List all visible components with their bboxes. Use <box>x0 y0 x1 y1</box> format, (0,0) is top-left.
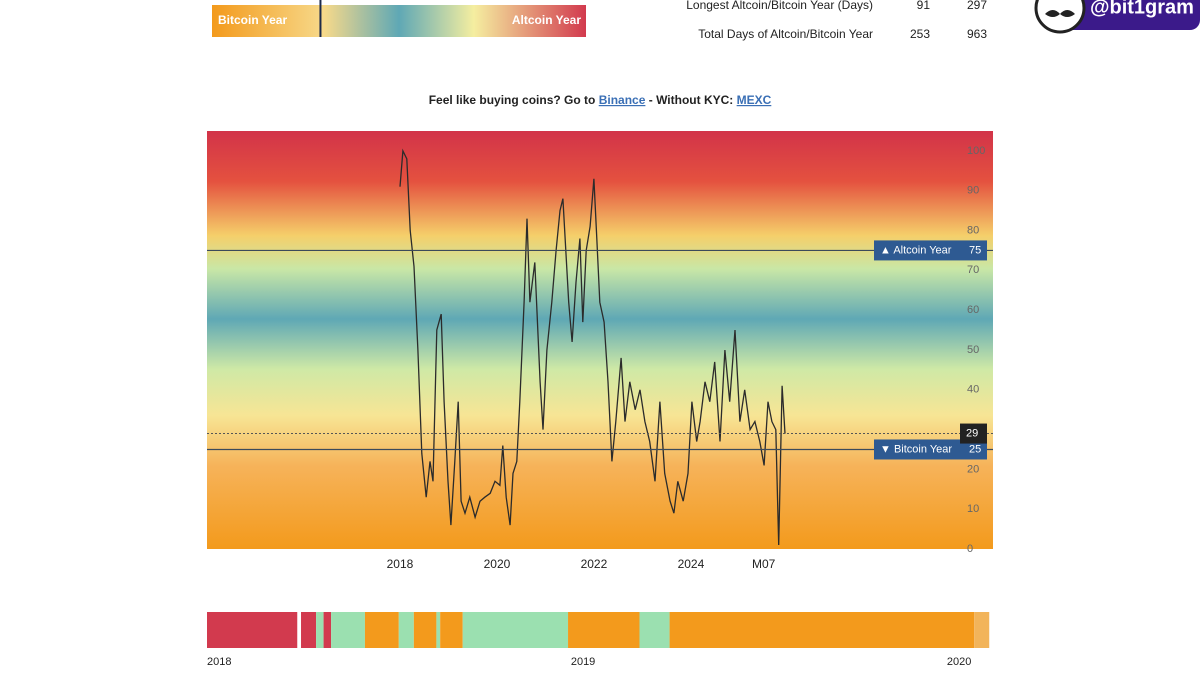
threshold-label: ▲ Altcoin Year <box>880 244 952 256</box>
stat-label: Longest Altcoin/Bitcoin Year (Days) <box>686 0 873 12</box>
stat-value: 253 <box>910 27 930 41</box>
badge-text: @bit1gram <box>1090 0 1194 18</box>
timeline-tick-label: 2019 <box>571 656 595 668</box>
x-tick-label: 2020 <box>484 557 511 571</box>
season-segment <box>301 612 317 648</box>
season-segment <box>331 612 365 648</box>
season-segment <box>974 612 990 648</box>
threshold-value: 75 <box>969 244 981 256</box>
season-segment <box>364 612 399 648</box>
season-segment <box>639 612 670 648</box>
timeline-tick-label: 2018 <box>207 656 231 668</box>
stat-label: Total Days of Altcoin/Bitcoin Year <box>698 27 873 41</box>
badge <box>1060 0 1200 30</box>
y-tick-label: 0 <box>967 543 973 555</box>
season-segment <box>413 612 437 648</box>
y-tick-label: 70 <box>967 264 979 276</box>
season-segment <box>462 612 569 648</box>
promo-link[interactable]: Binance <box>599 93 646 107</box>
season-segment <box>568 612 640 648</box>
promo-text: - Without KYC: <box>649 93 734 107</box>
x-tick-label: 2022 <box>581 557 608 571</box>
plot-background <box>207 131 993 549</box>
promo: Feel like buying coins? Go to Binance - … <box>429 93 772 107</box>
stat-value: 963 <box>967 27 987 41</box>
avatar <box>1034 0 1086 34</box>
promo-text: Feel like buying coins? Go to <box>429 93 596 107</box>
stat-value: 91 <box>917 0 931 12</box>
y-tick-label: 10 <box>967 503 979 515</box>
mustache <box>1045 10 1075 17</box>
season-segment <box>207 612 298 648</box>
x-tick-label: M07 <box>752 557 776 571</box>
y-tick-label: 60 <box>967 304 979 316</box>
timeline-tick-label: 2020 <box>947 656 971 668</box>
threshold-box <box>874 240 987 261</box>
promo-link[interactable]: MEXC <box>737 93 772 107</box>
x-tick-label: 2024 <box>678 557 705 571</box>
season-segment <box>436 612 441 648</box>
y-tick-label: 80 <box>967 224 979 236</box>
season-segment <box>323 612 332 648</box>
season-segment <box>398 612 414 648</box>
stat-value: 297 <box>967 0 987 12</box>
season-segment <box>440 612 463 648</box>
legend-right: Altcoin Year <box>512 13 581 27</box>
threshold-box <box>874 439 987 460</box>
current-box <box>960 423 987 444</box>
legend-left: Bitcoin Year <box>218 13 287 27</box>
threshold-label: ▼ Bitcoin Year <box>880 443 952 455</box>
y-tick-label: 20 <box>967 463 979 475</box>
x-tick-label: 2018 <box>387 557 414 571</box>
y-tick-label: 90 <box>967 185 979 197</box>
line <box>399 148 786 546</box>
current-value: 29 <box>966 427 978 439</box>
y-tick-label: 40 <box>967 384 979 396</box>
legend-bar <box>212 5 586 37</box>
threshold-value: 25 <box>969 443 981 455</box>
season-segment <box>669 612 975 648</box>
y-tick-label: 100 <box>967 145 985 157</box>
y-tick-label: 50 <box>967 344 979 356</box>
season-segment <box>316 612 324 648</box>
